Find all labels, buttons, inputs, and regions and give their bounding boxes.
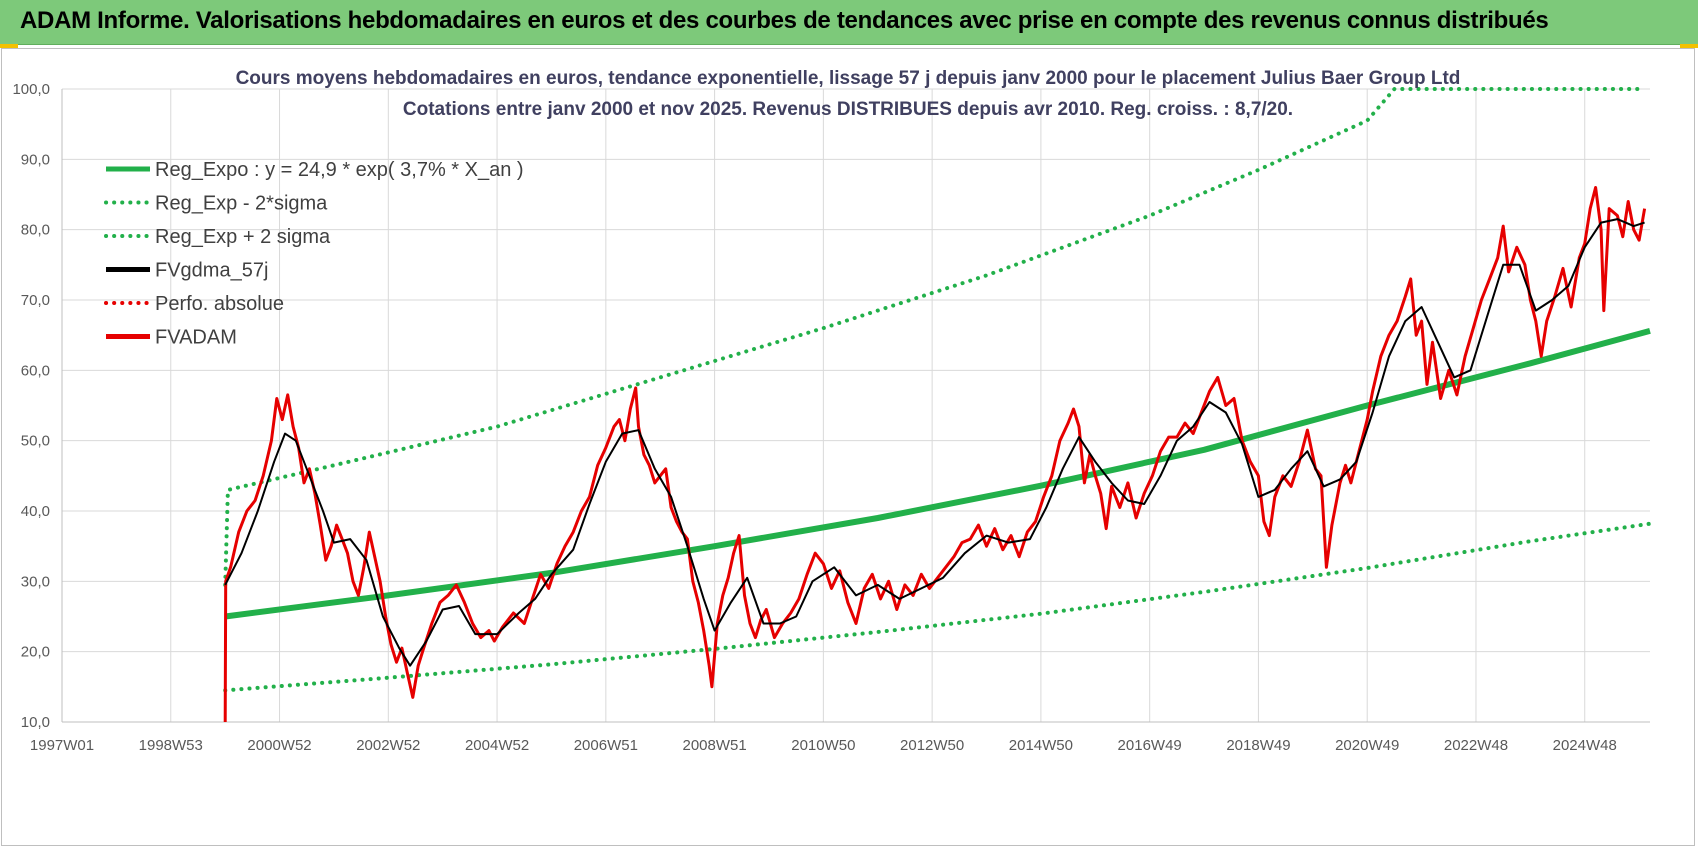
- series-line-2: [223, 87, 1642, 587]
- series-line-5: [223, 186, 1647, 723]
- legend-label: Reg_Exp + 2 sigma: [155, 226, 331, 248]
- chart-title: Cours moyens hebdomadaires en euros, ten…: [236, 68, 1461, 89]
- grid: [61, 88, 1650, 723]
- x-tick-label: 2012W50: [900, 737, 964, 754]
- y-tick-label: 20,0: [21, 644, 50, 661]
- y-tick-label: 10,0: [21, 714, 50, 731]
- x-tick-label: 2014W50: [1009, 737, 1073, 754]
- y-tick-label: 90,0: [21, 151, 50, 168]
- header-banner: ADAM Informe. Valorisations hebdomadaire…: [0, 0, 1698, 45]
- x-tick-label: 2008W51: [682, 737, 746, 754]
- legend-label: FVgdma_57j: [155, 260, 268, 282]
- y-tick-label: 50,0: [21, 433, 50, 450]
- series-line-3: [224, 218, 1645, 667]
- y-tick-label: 40,0: [21, 503, 50, 520]
- series-line-1: [223, 521, 1652, 693]
- x-tick-label: 2022W48: [1444, 737, 1508, 754]
- x-tick-label: 1997W01: [30, 737, 94, 754]
- y-tick-label: 80,0: [21, 222, 50, 239]
- x-tick-label: 2020W49: [1335, 737, 1399, 754]
- legend-label: Perfo. absolue: [155, 293, 284, 315]
- tick-labels: 10,0 20,0 30,0 40,0 50,0 60,0 70,0 80,0 90,0 100,…: [12, 81, 1616, 754]
- axes: [61, 89, 1650, 723]
- line-chart: 10,0 20,0 30,0 40,0 50,0 60,0 70,0 80,0 90,0 100,…: [12, 68, 1652, 754]
- chart-subtitle: Cotations entre janv 2000 et nov 2025. R…: [403, 99, 1293, 120]
- x-tick-label: 2002W52: [356, 737, 420, 754]
- x-tick-label: 2024W48: [1553, 737, 1617, 754]
- series-line-0: [224, 328, 1651, 620]
- series-layer: [223, 87, 1652, 723]
- page-title: ADAM Informe. Valorisations hebdomadaire…: [20, 7, 1549, 34]
- legend-label: FVADAM: [155, 327, 237, 349]
- legend: Reg_Expo : y = 24,9 * exp( 3,7% * X_an )…: [104, 159, 524, 349]
- x-tick-label: 2006W51: [574, 737, 638, 754]
- y-tick-label: 70,0: [21, 292, 50, 309]
- corner-accent-right: [1680, 44, 1698, 48]
- y-tick-label: 30,0: [21, 573, 50, 590]
- x-tick-label: 2016W49: [1118, 737, 1182, 754]
- x-tick-label: 1998W53: [139, 737, 203, 754]
- chart-frame: 10,0 20,0 30,0 40,0 50,0 60,0 70,0 80,0 90,0 100,…: [1, 48, 1695, 846]
- legend-label: Reg_Expo : y = 24,9 * exp( 3,7% * X_an ): [155, 159, 524, 181]
- x-tick-label: 2010W50: [791, 737, 855, 754]
- legend-label: Reg_Exp - 2*sigma: [155, 193, 328, 215]
- y-tick-label: 100,0: [12, 81, 50, 98]
- x-tick-label: 2000W52: [247, 737, 311, 754]
- corner-accent-left: [0, 44, 18, 48]
- x-tick-label: 2004W52: [465, 737, 529, 754]
- x-tick-label: 2018W49: [1226, 737, 1290, 754]
- y-tick-label: 60,0: [21, 362, 50, 379]
